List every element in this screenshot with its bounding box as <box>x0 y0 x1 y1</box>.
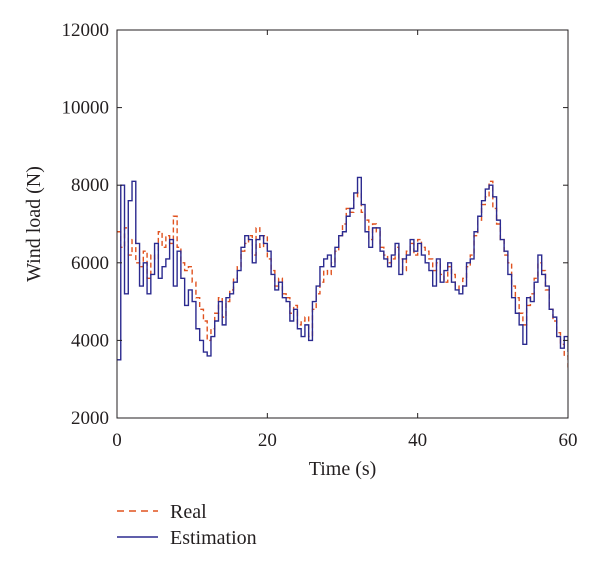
y-tick-label: 4000 <box>71 330 109 351</box>
x-tick-label: 60 <box>559 430 578 451</box>
x-tick-label: 40 <box>408 430 427 451</box>
legend-label-estimation: Estimation <box>170 527 257 549</box>
y-axis-title: Wind load (N) <box>23 166 45 282</box>
y-tick-label: 10000 <box>62 98 110 119</box>
y-tick-label: 6000 <box>71 253 109 274</box>
legend: Real Estimation <box>117 501 257 549</box>
x-axis-title: Time (s) <box>309 458 377 480</box>
y-tick-label: 12000 <box>62 20 110 41</box>
series-real-line <box>117 180 568 368</box>
series-estimation-line <box>117 176 568 361</box>
x-tick-label: 0 <box>112 430 122 451</box>
y-tick-label: 2000 <box>71 408 109 429</box>
y-tick-label: 8000 <box>71 175 109 196</box>
legend-label-real: Real <box>170 501 207 523</box>
ticks-layer: 0 20 40 60 2000 4000 6000 8000 10000 12000 <box>62 20 578 451</box>
x-tick-label: 20 <box>258 430 277 451</box>
plot-frame <box>116 29 569 419</box>
series-layer <box>117 176 568 368</box>
